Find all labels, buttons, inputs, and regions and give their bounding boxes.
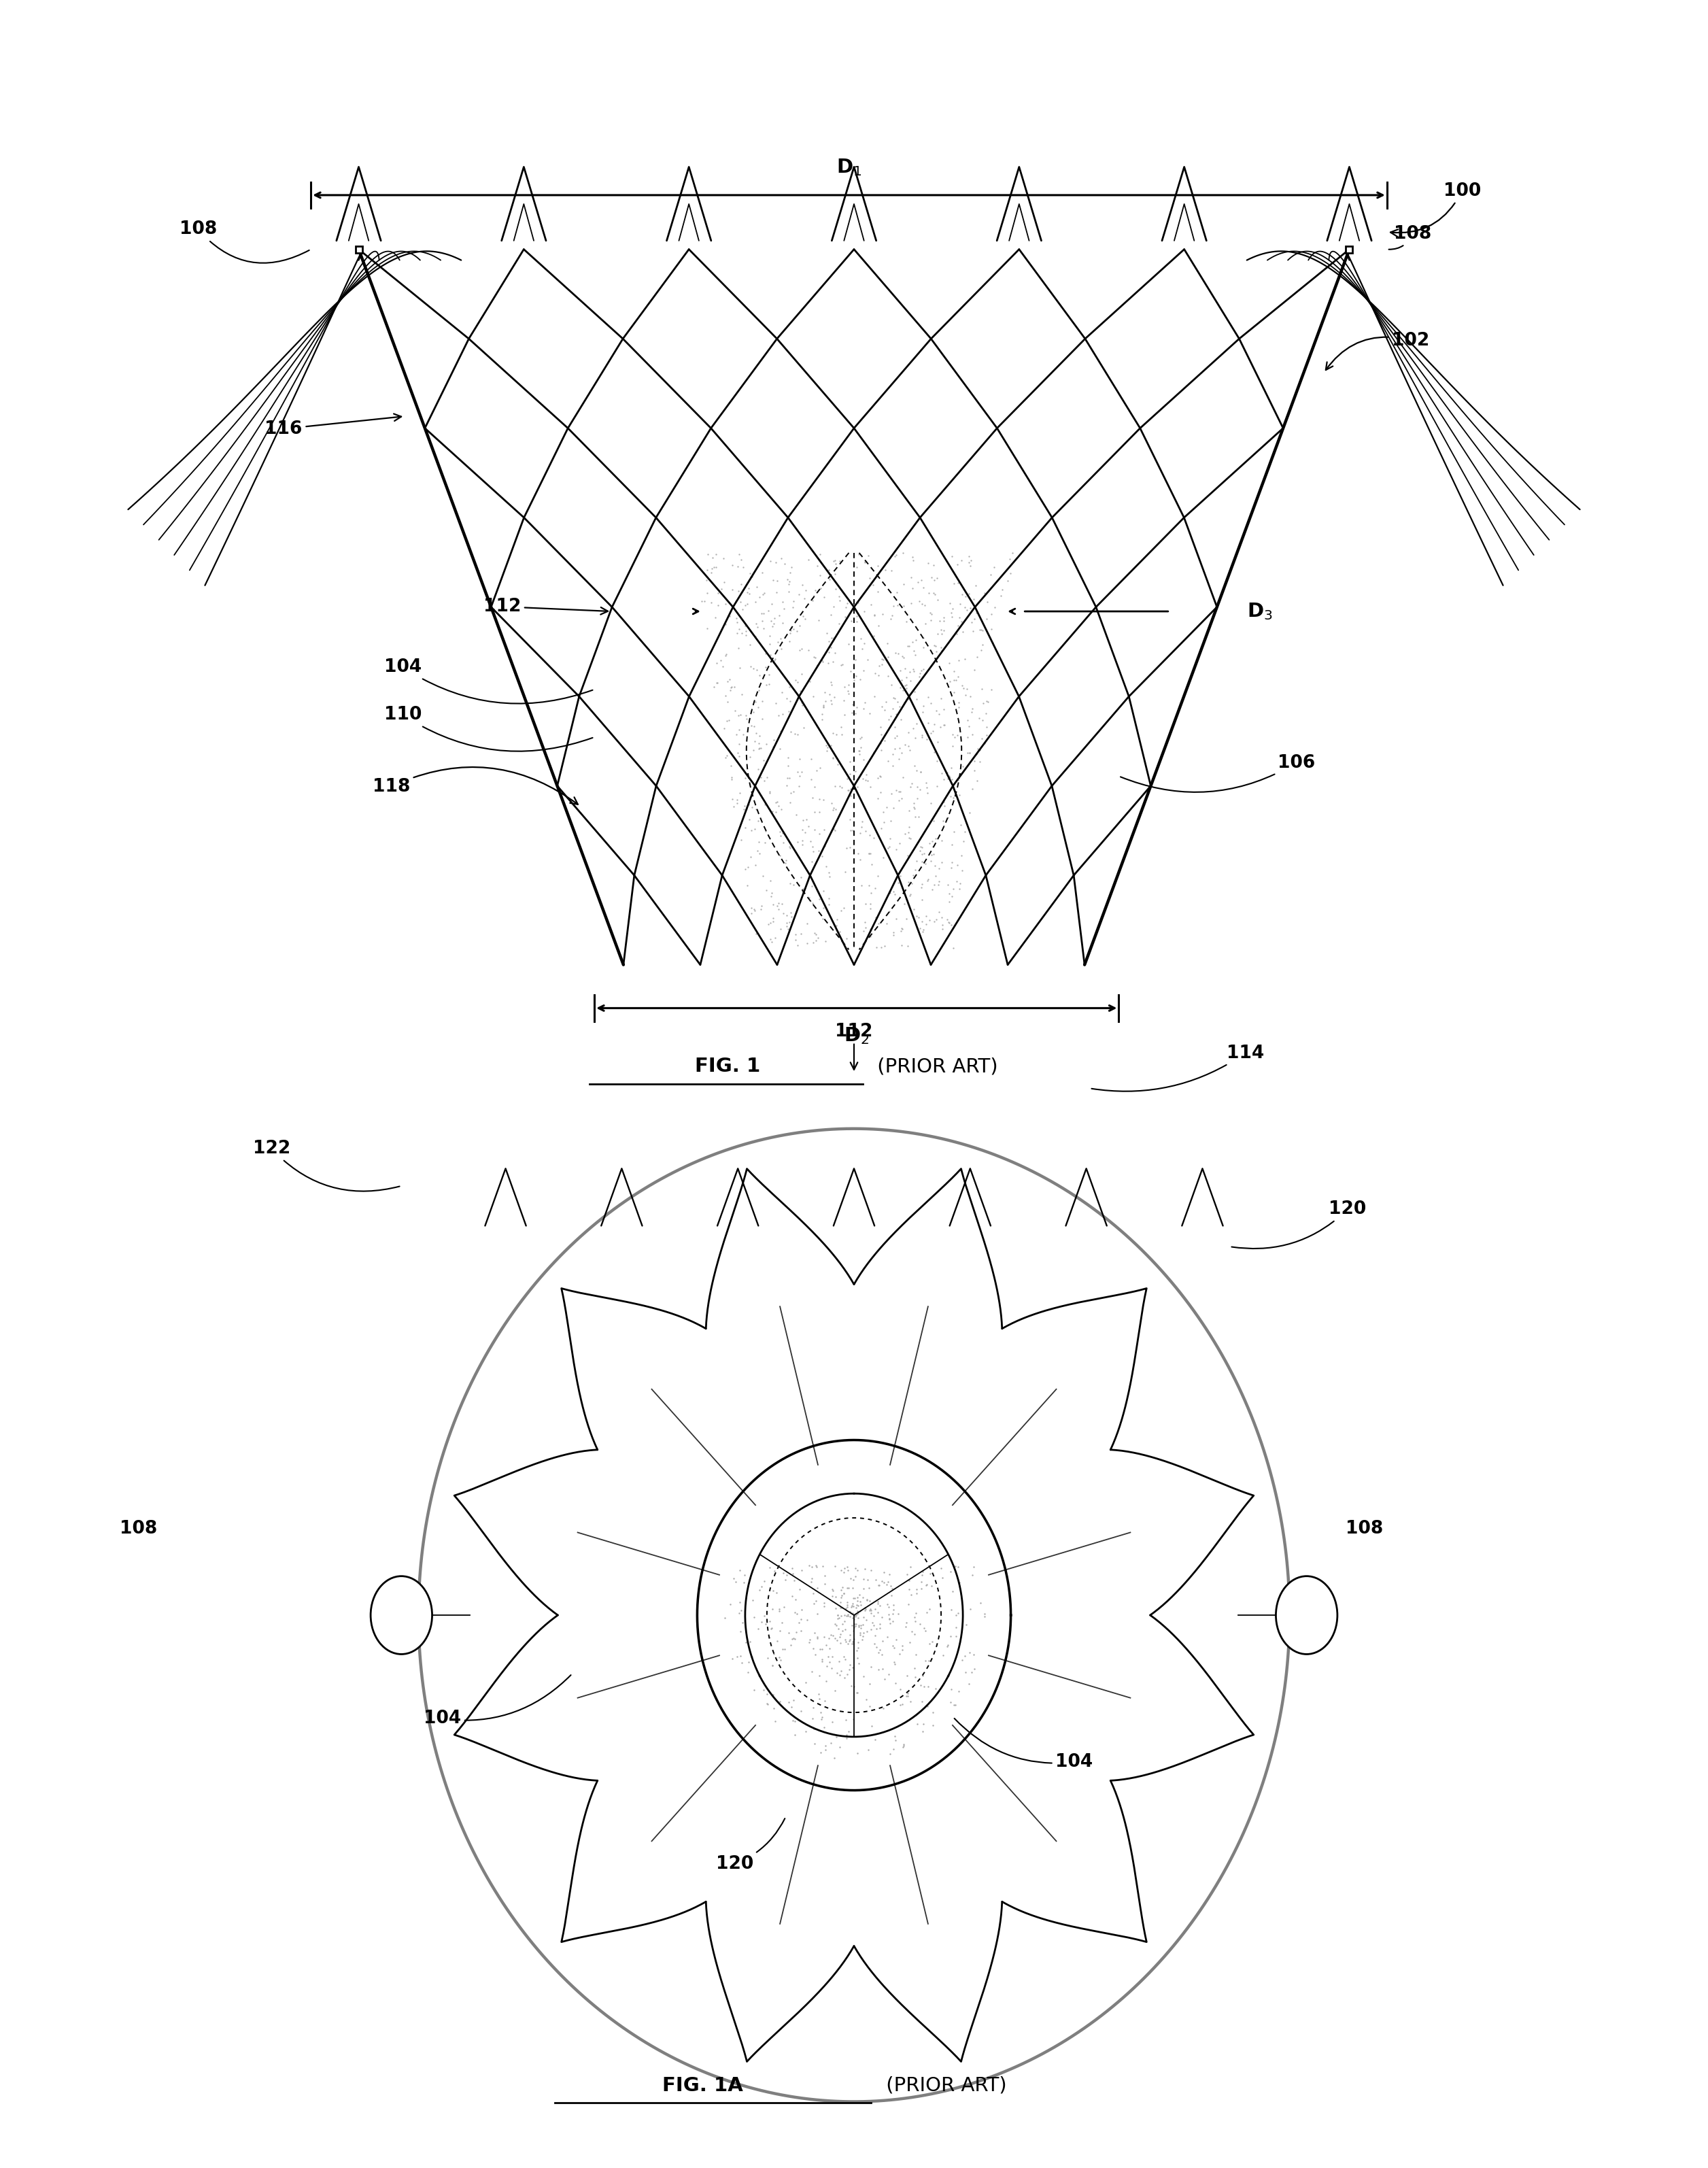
Text: 114: 114: [1091, 1045, 1264, 1091]
Text: 116: 116: [265, 414, 401, 438]
Circle shape: [1276, 1576, 1337, 1654]
Text: D$_1$: D$_1$: [837, 158, 861, 178]
Text: 118: 118: [372, 767, 577, 804]
Text: 120: 120: [716, 1819, 786, 1873]
Text: 112: 112: [483, 598, 608, 616]
Text: (PRIOR ART): (PRIOR ART): [871, 1058, 997, 1075]
Text: D$_3$: D$_3$: [1247, 601, 1272, 622]
Text: 110: 110: [384, 707, 593, 752]
Text: 104: 104: [955, 1719, 1093, 1771]
Text: 106: 106: [1120, 754, 1315, 791]
Text: 108: 108: [120, 1520, 157, 1537]
Text: 104: 104: [384, 659, 593, 705]
Text: 122: 122: [253, 1140, 400, 1190]
Text: 112: 112: [835, 1023, 873, 1069]
Text: 108: 108: [1346, 1520, 1383, 1537]
Text: FIG. 1A: FIG. 1A: [663, 2077, 743, 2094]
Text: D$_2$: D$_2$: [844, 1025, 869, 1045]
Text: 120: 120: [1231, 1201, 1366, 1249]
Text: 100: 100: [1390, 182, 1481, 236]
Text: 108: 108: [1389, 225, 1431, 249]
Text: 102: 102: [1325, 332, 1430, 371]
Text: (PRIOR ART): (PRIOR ART): [880, 2077, 1006, 2094]
Text: 104: 104: [424, 1676, 570, 1728]
Text: 108: 108: [179, 221, 309, 262]
Circle shape: [371, 1576, 432, 1654]
Text: FIG. 1: FIG. 1: [695, 1058, 760, 1075]
